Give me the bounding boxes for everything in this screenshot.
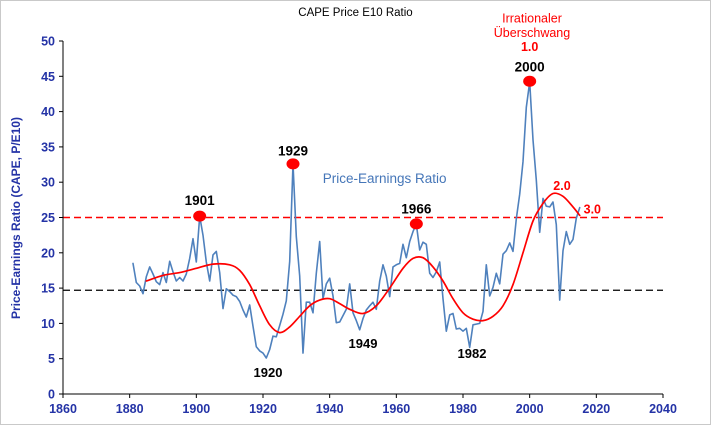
- x-tick-label-1860: 1860: [49, 402, 77, 416]
- x-tick-label-2040: 2040: [649, 402, 677, 416]
- x-tick-label-1920: 1920: [249, 402, 277, 416]
- annotation-3-0: 3.0: [584, 202, 601, 216]
- x-tick-label-1980: 1980: [449, 402, 477, 416]
- annotation-1920: 1920: [254, 365, 283, 380]
- annotation-1966: 1966: [401, 201, 432, 216]
- x-tick-label-2020: 2020: [582, 402, 610, 416]
- x-tick-label-1880: 1880: [116, 402, 144, 416]
- y-tick-label-5: 5: [48, 352, 55, 366]
- y-tick-label-15: 15: [41, 282, 55, 296]
- x-tick-label-1900: 1900: [182, 402, 210, 416]
- annotation-1-0: 1.0: [521, 40, 538, 54]
- y-tick-label-20: 20: [41, 246, 55, 260]
- annotation-berschwang: Überschwang: [494, 26, 570, 40]
- y-tick-label-35: 35: [41, 140, 55, 154]
- annotation-price-earnings-ratio: Price-Earnings Ratio: [323, 171, 447, 186]
- y-tick-label-25: 25: [41, 211, 55, 225]
- series-line-irrational-exuberance-trend: [145, 192, 581, 334]
- y-tick-label-0: 0: [48, 388, 55, 402]
- series-line-price-earnings-ratio: [132, 81, 581, 359]
- x-tick-label-1960: 1960: [382, 402, 410, 416]
- peak-marker-1929: [286, 158, 300, 170]
- y-tick-label-50: 50: [41, 35, 55, 49]
- x-tick-label-2000: 2000: [516, 402, 544, 416]
- y-tick-label-40: 40: [41, 105, 55, 119]
- peak-marker-1901: [193, 210, 207, 222]
- annotation-2-0: 2.0: [553, 179, 570, 193]
- annotation-irrationaler: Irrationaler: [502, 12, 562, 26]
- chart-title: CAPE Price E10 Ratio: [298, 7, 413, 19]
- peak-marker-2000: [523, 75, 537, 87]
- annotation-2000: 2000: [515, 59, 545, 74]
- annotation-1982: 1982: [458, 346, 487, 361]
- annotation-1901: 1901: [185, 193, 216, 208]
- annotation-1949: 1949: [349, 336, 378, 351]
- y-tick-label-45: 45: [41, 70, 55, 84]
- x-tick-label-1940: 1940: [316, 402, 344, 416]
- peak-marker-1966: [409, 218, 423, 230]
- y-tick-label-10: 10: [41, 317, 55, 331]
- annotation-1929: 1929: [278, 143, 308, 158]
- y-tick-label-30: 30: [41, 176, 55, 190]
